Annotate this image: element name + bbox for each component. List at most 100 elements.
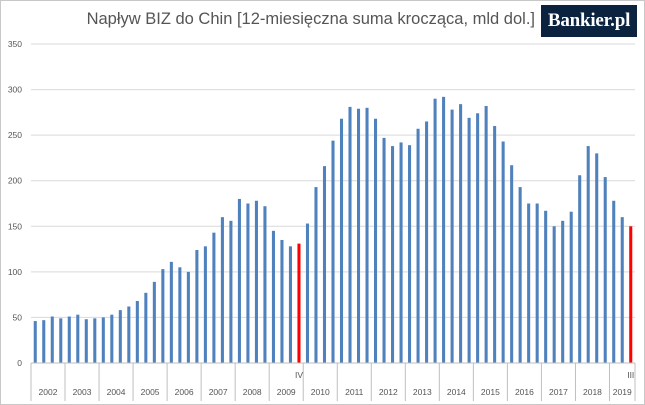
bar <box>561 220 565 363</box>
bar <box>467 117 471 363</box>
year-label: 2015 <box>481 387 500 397</box>
bar <box>212 232 216 363</box>
bar <box>374 118 378 364</box>
bar <box>578 175 582 363</box>
bar <box>348 106 352 363</box>
x-axis <box>30 362 636 401</box>
bar <box>391 146 395 363</box>
bar <box>50 316 54 363</box>
bar <box>603 177 607 363</box>
bar <box>76 314 80 363</box>
bar <box>595 153 599 363</box>
bar <box>612 200 616 363</box>
bar <box>314 187 318 363</box>
bar <box>552 226 556 363</box>
bar <box>127 306 131 363</box>
bar <box>186 271 190 363</box>
bar <box>331 140 335 363</box>
bar <box>161 269 165 363</box>
bar <box>118 310 122 363</box>
year-label: 2004 <box>107 387 126 397</box>
bar <box>476 113 480 364</box>
y-tick-label: 250 <box>8 130 22 140</box>
y-tick-label: 50 <box>13 312 23 322</box>
bar <box>246 203 250 363</box>
bar <box>288 246 292 363</box>
bar <box>459 104 463 364</box>
year-label: 2012 <box>379 387 398 397</box>
bar <box>322 166 327 363</box>
bar <box>152 281 156 363</box>
bar <box>42 320 46 363</box>
year-label: 2014 <box>447 387 466 397</box>
bar <box>237 198 241 363</box>
bar <box>203 246 207 363</box>
bar-highlight <box>629 226 633 363</box>
quarter-marker-label: III <box>627 370 634 380</box>
y-tick-label: 300 <box>8 85 22 95</box>
bar <box>484 105 488 363</box>
bar <box>135 301 139 363</box>
x-axis-labels: 2002 2003 2004 2005 2006 2007 2008 2009 2010 2011… <box>39 370 635 397</box>
bar <box>169 261 173 363</box>
bar <box>356 108 361 364</box>
bar <box>620 217 624 363</box>
bar <box>305 223 310 363</box>
bar <box>433 98 437 363</box>
year-label: 2005 <box>141 387 160 397</box>
bar <box>569 211 573 363</box>
quarter-marker-label: IV <box>295 370 303 380</box>
bar <box>339 118 344 364</box>
bar <box>84 319 88 363</box>
year-label: 2011 <box>345 387 364 397</box>
year-label: 2019 <box>613 387 632 397</box>
year-label: 2010 <box>311 387 330 397</box>
bar <box>518 187 522 363</box>
year-label: 2003 <box>73 387 92 397</box>
year-label: 2018 <box>583 387 602 397</box>
bankier-logo: Bankier.pl <box>541 5 637 37</box>
bar <box>67 316 71 363</box>
bar <box>544 210 548 363</box>
y-axis-ticks: 0 50 100 150 200 250 300 350 <box>8 39 22 368</box>
bar <box>425 121 429 363</box>
bar <box>365 107 369 363</box>
chart-title: Napływ BIZ do Chin [12-miesięczna suma k… <box>86 10 535 28</box>
y-tick-label: 0 <box>17 358 22 368</box>
bar <box>382 137 386 363</box>
bar <box>101 317 105 363</box>
bar <box>254 200 258 363</box>
bar <box>93 318 97 363</box>
bar <box>59 318 63 363</box>
year-label: 2008 <box>243 387 262 397</box>
bar <box>527 203 531 363</box>
year-label: 2007 <box>209 387 228 397</box>
bar <box>195 249 199 363</box>
bar <box>178 267 182 363</box>
bar <box>408 145 412 363</box>
bar <box>280 239 284 363</box>
bar-highlight <box>297 243 301 363</box>
bar <box>33 321 37 363</box>
y-tick-label: 150 <box>8 221 22 231</box>
year-label: 2009 <box>277 387 296 397</box>
y-tick-label: 350 <box>8 39 22 49</box>
bars <box>33 96 633 364</box>
year-label: 2002 <box>39 387 58 397</box>
bar <box>510 165 514 363</box>
bar <box>271 230 275 363</box>
bar <box>229 220 233 363</box>
bar <box>110 314 114 363</box>
bar <box>450 109 454 364</box>
bar <box>493 126 497 363</box>
bar <box>144 292 148 363</box>
bar <box>220 217 224 363</box>
y-tick-label: 100 <box>8 267 22 277</box>
bar <box>535 203 539 363</box>
bar <box>501 141 505 363</box>
year-label: 2013 <box>413 387 432 397</box>
bar <box>416 128 420 363</box>
bar <box>263 206 267 363</box>
